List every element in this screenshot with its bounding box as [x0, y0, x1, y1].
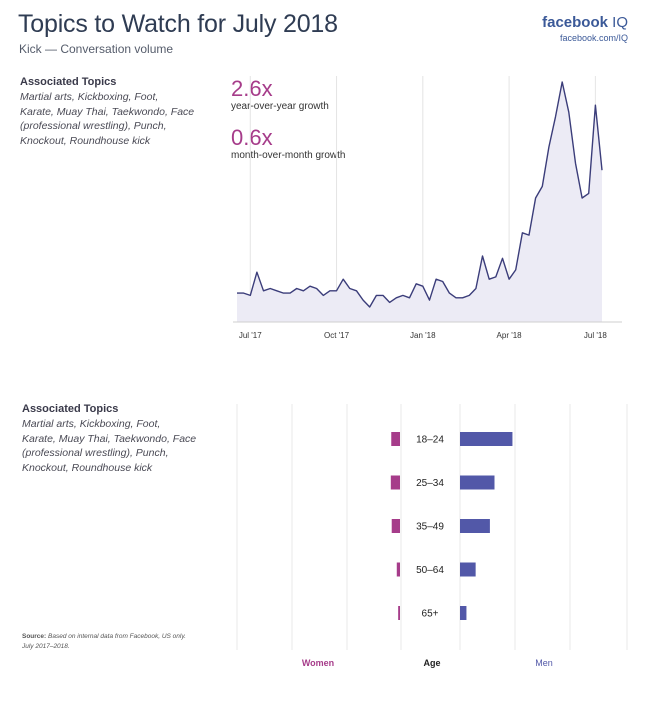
x-tick-label: Jan '18 — [410, 331, 436, 340]
men-bar — [460, 606, 467, 620]
women-axis-label: Women — [302, 658, 334, 668]
associated-topics-bottom: Associated Topics Martial arts, Kickboxi… — [22, 403, 197, 475]
men-bar — [460, 562, 476, 577]
brand-name: facebook — [542, 14, 608, 31]
men-bar — [460, 432, 513, 446]
mom-stat: 0.6x month-over-month growth — [231, 125, 346, 162]
age-category-label: 65+ — [422, 609, 439, 620]
age-category-label: 25–34 — [416, 478, 444, 489]
source-label: Source: — [22, 633, 47, 640]
associated-topics-top: Associated Topics Martial arts, Kickboxi… — [20, 76, 195, 148]
brand-url[interactable]: facebook.com/IQ — [559, 33, 628, 43]
mom-label: month-over-month growth — [231, 150, 346, 161]
x-tick-label: Oct '17 — [324, 331, 350, 340]
yoy-value: 2.6x — [231, 76, 273, 101]
women-bar — [391, 432, 400, 446]
age-category-label: 50–64 — [416, 565, 444, 576]
yoy-label: year-over-year growth — [231, 101, 329, 112]
age-category-label: 18–24 — [416, 435, 444, 446]
age-category-label: 35–49 — [416, 522, 444, 533]
volume-area — [237, 82, 602, 322]
brand-suffix: IQ — [612, 14, 628, 31]
women-bar — [391, 519, 400, 533]
volume-line — [237, 81, 603, 308]
associated-topics-heading: Associated Topics — [20, 76, 117, 88]
yoy-stat: 2.6x year-over-year growth — [231, 76, 329, 113]
women-bar — [398, 606, 400, 620]
associated-topics-text: Martial arts, Kickboxing, Foot, Karate, … — [22, 418, 197, 474]
age-axis-label: Age — [423, 658, 440, 668]
x-tick-label: Apr '18 — [497, 331, 523, 340]
page-title: Topics to Watch for July 2018 — [18, 10, 338, 38]
page-subtitle: Kick — Conversation volume — [19, 42, 174, 56]
mom-value: 0.6x — [231, 125, 273, 150]
men-bar — [460, 475, 495, 490]
women-bar — [396, 562, 400, 577]
associated-topics-text: Martial arts, Kickboxing, Foot, Karate, … — [20, 91, 195, 147]
women-bar — [390, 475, 400, 490]
source-note: Source: Based on internal data from Face… — [22, 632, 186, 652]
brand-logo[interactable]: facebook IQ facebook.com/IQ — [542, 14, 628, 43]
x-tick-label: Jul '18 — [584, 331, 607, 340]
associated-topics-heading: Associated Topics — [22, 403, 119, 415]
men-axis-label: Men — [535, 658, 553, 668]
x-tick-label: Jul '17 — [239, 331, 262, 340]
source-text: Based on internal data from Facebook, US… — [48, 633, 186, 640]
men-bar — [460, 519, 490, 533]
source-period: July 2017–2018. — [22, 643, 70, 650]
